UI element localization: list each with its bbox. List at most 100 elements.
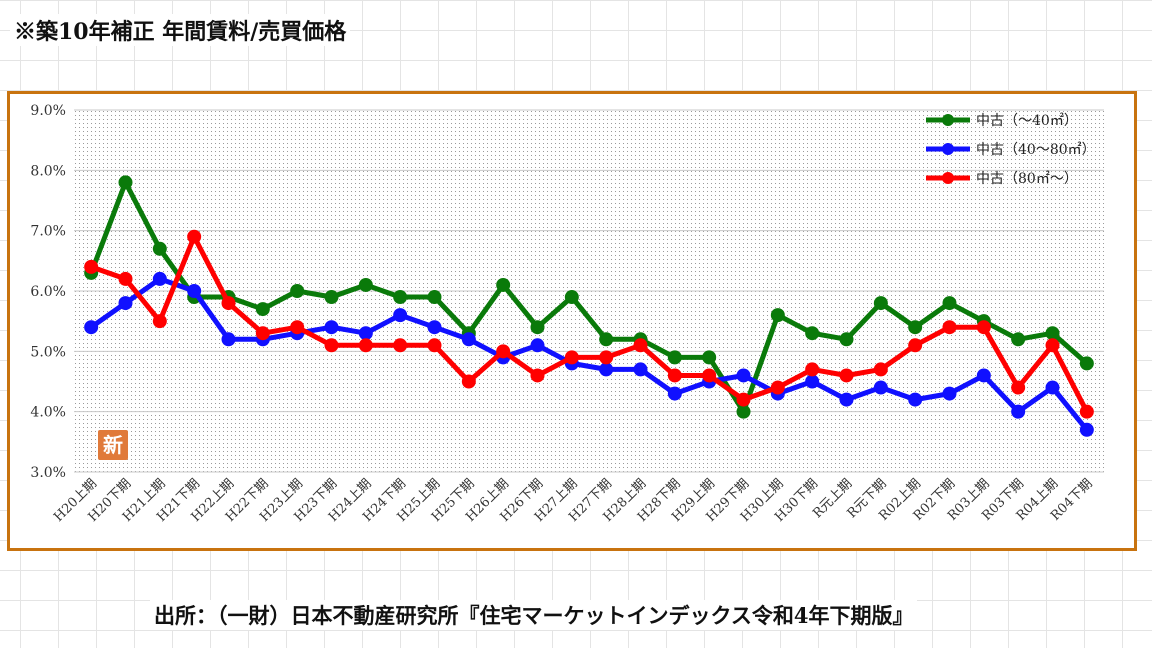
data-point <box>221 332 236 347</box>
data-point <box>530 320 545 335</box>
data-point <box>1011 380 1026 395</box>
source-note: 出所：（一財）日本不動産研究所『住宅マーケットインデックス令和4年下期版』 <box>150 600 918 630</box>
data-point <box>805 326 820 341</box>
data-point <box>255 326 270 341</box>
data-point <box>427 290 442 305</box>
data-point <box>427 320 442 335</box>
data-point <box>667 368 682 383</box>
legend-swatch-marker <box>942 172 954 184</box>
data-point <box>152 241 167 256</box>
data-point <box>736 404 751 419</box>
data-point <box>461 374 476 389</box>
legend-swatch-marker <box>942 114 954 126</box>
data-point <box>873 380 888 395</box>
data-point <box>530 368 545 383</box>
data-point <box>324 338 339 353</box>
data-point <box>1045 380 1060 395</box>
data-point <box>839 392 854 407</box>
data-point <box>770 308 785 323</box>
x-axis-ticks: H20上期H20下期H21上期H21下期H22上期H22下期H23上期H23下期… <box>51 476 1095 525</box>
data-point <box>393 338 408 353</box>
series-2 <box>84 271 1094 437</box>
y-tick-label: 8.0% <box>30 163 66 179</box>
y-axis-ticks: 3.0% 4.0% 5.0% 6.0% 7.0% 8.0% 9.0% <box>30 103 66 481</box>
data-point <box>358 326 373 341</box>
data-point <box>152 271 167 286</box>
y-tick-label: 5.0% <box>30 344 66 360</box>
legend-label: 中古（40～80㎡） <box>976 142 1096 158</box>
data-point <box>118 271 133 286</box>
data-point <box>976 320 991 335</box>
data-point <box>702 350 717 365</box>
data-point <box>805 362 820 377</box>
data-point <box>496 277 511 292</box>
y-tick-label: 3.0% <box>30 465 66 481</box>
data-point <box>873 296 888 311</box>
data-point <box>599 350 614 365</box>
data-point <box>667 350 682 365</box>
data-point <box>839 368 854 383</box>
data-point <box>1079 404 1094 419</box>
data-point <box>599 332 614 347</box>
gridlines <box>74 109 1104 473</box>
data-point <box>1011 332 1026 347</box>
legend-item: 中古（40～80㎡） <box>926 142 1096 158</box>
stamp-label: 新 <box>103 433 123 457</box>
data-point <box>667 386 682 401</box>
y-tick-label: 4.0% <box>30 405 66 421</box>
chart-frame: 3.0% 4.0% 5.0% 6.0% 7.0% 8.0% 9.0% H20上期 H20下期 H… <box>7 91 1137 551</box>
legend-swatch-marker <box>942 143 954 155</box>
data-point <box>461 332 476 347</box>
data-point <box>427 338 442 353</box>
y-tick-label: 7.0% <box>30 224 66 240</box>
data-point <box>118 296 133 311</box>
legend: 中古（～40㎡） 中古（40～80㎡） 中古（80㎡～） <box>926 113 1096 187</box>
legend-label: 中古（～40㎡） <box>976 113 1078 129</box>
data-point <box>805 374 820 389</box>
data-point <box>908 320 923 335</box>
data-point <box>358 338 373 353</box>
shin-stamp: 新 <box>98 430 128 460</box>
data-point <box>1045 326 1060 341</box>
data-point <box>496 344 511 359</box>
data-point <box>1045 338 1060 353</box>
data-point <box>84 320 99 335</box>
data-point <box>393 308 408 323</box>
data-point <box>221 296 236 311</box>
data-point <box>633 362 648 377</box>
data-point <box>702 368 717 383</box>
data-point <box>84 259 99 274</box>
data-point <box>324 320 339 335</box>
data-point <box>187 284 202 298</box>
data-point <box>942 320 957 335</box>
data-point <box>839 332 854 347</box>
data-point <box>1079 356 1094 371</box>
data-point <box>942 296 957 311</box>
data-point <box>290 284 305 298</box>
data-point <box>1011 404 1026 419</box>
data-point <box>564 350 579 365</box>
series-3 <box>84 229 1094 419</box>
data-point <box>908 338 923 353</box>
data-point <box>564 290 579 305</box>
data-point <box>152 314 167 329</box>
series-layer <box>84 175 1094 437</box>
data-point <box>393 290 408 305</box>
data-point <box>633 338 648 353</box>
data-point <box>530 338 545 353</box>
data-point <box>118 175 133 190</box>
legend-item: 中古（～40㎡） <box>926 113 1078 129</box>
line-chart: 3.0% 4.0% 5.0% 6.0% 7.0% 8.0% 9.0% H20上期H20下期H… <box>30 103 1104 525</box>
data-point <box>599 362 614 377</box>
data-point <box>736 392 751 407</box>
data-point <box>290 320 305 335</box>
data-point <box>942 386 957 401</box>
data-point <box>358 277 373 292</box>
data-point <box>324 290 339 305</box>
data-point <box>736 368 751 383</box>
y-tick-label: 6.0% <box>30 284 66 300</box>
page-title: ※築10年補正 年間賃料/売買価格 <box>10 14 351 46</box>
legend-item: 中古（80㎡～） <box>926 171 1078 187</box>
data-point <box>908 392 923 407</box>
data-point <box>873 362 888 377</box>
